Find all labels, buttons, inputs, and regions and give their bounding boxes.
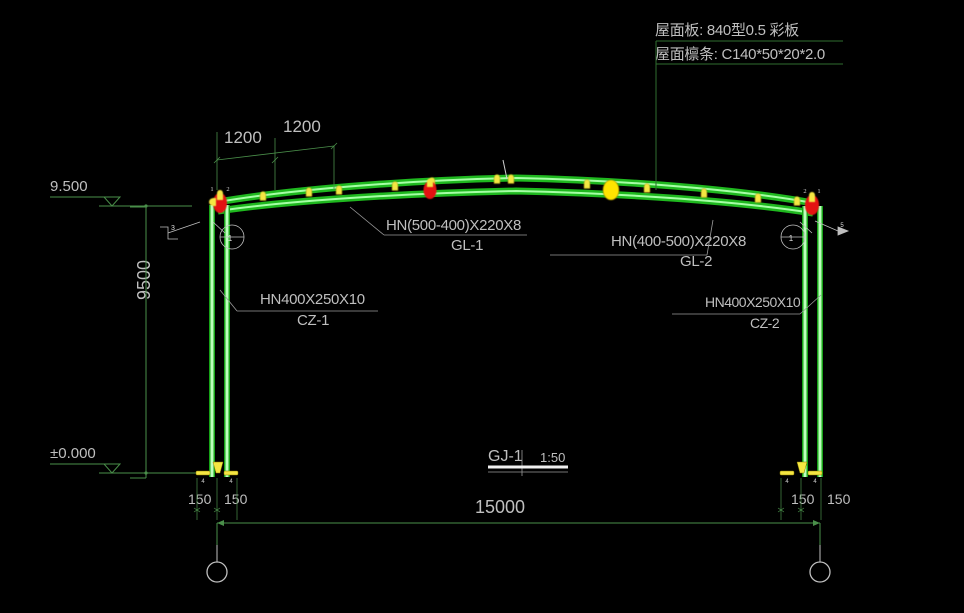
svg-text:4: 4 [813, 479, 817, 485]
svg-text:2: 2 [226, 186, 229, 193]
svg-text:1: 1 [228, 234, 233, 243]
svg-text:3: 3 [171, 225, 175, 232]
svg-text:1: 1 [210, 186, 213, 193]
svg-text:4: 4 [201, 479, 205, 485]
svg-text:1: 1 [789, 234, 794, 243]
svg-text:4: 4 [229, 479, 233, 485]
svg-text:4: 4 [785, 479, 789, 485]
svg-text:5: 5 [840, 223, 844, 229]
svg-text:1: 1 [817, 188, 820, 195]
svg-text:2: 2 [803, 188, 806, 195]
